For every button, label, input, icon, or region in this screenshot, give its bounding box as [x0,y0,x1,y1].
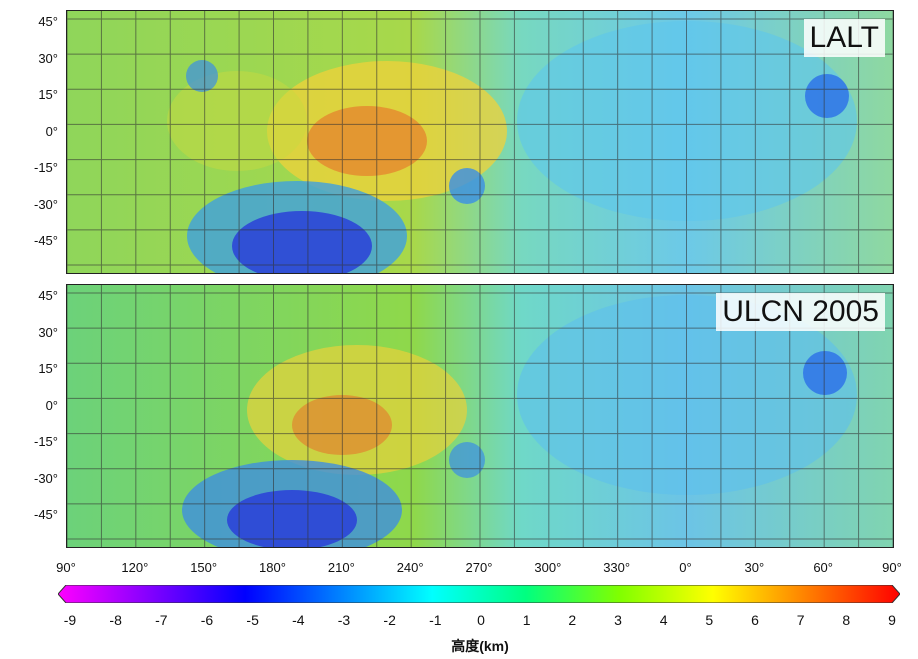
colorbar-tick-label: 0 [477,612,485,628]
lat-tick-label: 45° [38,288,58,303]
lat-tick-label: 0° [45,123,58,139]
elevation-colorbar [58,585,900,603]
lon-tick-label: 0° [679,560,692,575]
colorbar-tick-label: -1 [429,612,442,628]
lon-tick-label: 330° [603,560,631,575]
lat-tick-label: 0° [45,397,58,413]
lon-tick-label: 120° [121,560,149,575]
colorbar-tick-label: -8 [109,612,122,628]
lat-tick-label: 45° [38,14,58,29]
lat-tick-label: 15° [38,87,58,102]
colorbar-tick-label: -4 [292,612,305,628]
lat-tick-label: -30° [34,470,58,486]
lat-tick-label: -45° [34,507,58,522]
colorbar-tick-label: -9 [63,612,77,628]
colorbar-tick-label: -2 [383,612,396,628]
lon-tick-label: 240° [396,560,424,575]
basin-region [187,181,407,273]
ulcn-elevation-map [67,285,893,547]
lon-tick-label: 150° [190,560,218,575]
colorbar-title: 高度(km) [451,638,509,654]
lon-tick-label: 60° [813,560,833,575]
lon-tick-label: 180° [259,560,286,575]
lon-tick-label: 210° [327,560,355,575]
colorbar-tick-label: 4 [659,612,668,628]
colorbar-tick-label: 2 [568,612,577,628]
lalt-label: LALT [803,19,885,57]
lat-tick-label: -15° [34,434,58,449]
colorbar-tick-label: -5 [246,612,259,628]
colorbar-tick-label: 6 [751,612,759,628]
colorbar-tick-label: 9 [888,612,896,628]
lat-tick-label: 15° [38,361,58,376]
lon-tick-label: 300° [534,560,562,575]
colorbar-tick-label: -3 [337,612,351,628]
colorbar-tick-label: -6 [200,612,214,628]
highland-region [167,61,507,201]
lon-tick-label: 270° [465,560,493,575]
colorbar-tick-label: 7 [796,612,805,628]
lon-tick-label: 90° [882,560,902,575]
colorbar-tick-label: 1 [522,612,531,628]
ulcn-label: ULCN 2005 [716,293,885,331]
lat-tick-label: 30° [38,324,58,340]
colorbar-tick-label: -7 [155,612,168,628]
colorbar-tick-label: 8 [842,612,851,628]
lon-tick-label: 30° [744,560,765,575]
lat-tick-label: 30° [38,50,58,66]
lalt-map-panel: LALT [66,10,894,274]
lat-tick-label: -30° [34,196,58,212]
lat-lon-grid [67,11,893,273]
lat-tick-label: -45° [34,233,58,248]
colorbar-tick-label: 5 [705,612,714,628]
lon-tick-label: 90° [56,560,76,575]
ulcn-map-panel: ULCN 2005 [66,284,894,548]
lalt-elevation-map [67,11,893,273]
colorbar-tick-label: 3 [614,612,622,628]
lat-tick-label: -15° [34,160,58,175]
highland-region [247,345,467,475]
